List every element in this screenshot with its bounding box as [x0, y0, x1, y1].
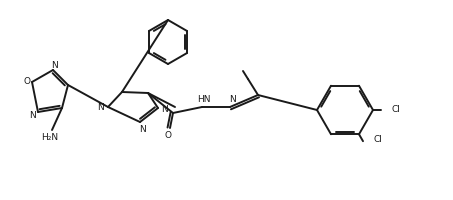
Text: N: N	[98, 104, 104, 112]
Text: N: N	[29, 110, 35, 119]
Text: H₂N: H₂N	[41, 134, 58, 142]
Text: N: N	[139, 126, 145, 134]
Text: Cl: Cl	[373, 135, 382, 144]
Text: N: N	[52, 60, 58, 70]
Text: Cl: Cl	[391, 106, 400, 114]
Text: N: N	[162, 104, 169, 114]
Text: HN: HN	[197, 96, 211, 104]
Text: N: N	[230, 96, 236, 104]
Text: O: O	[24, 77, 30, 86]
Text: O: O	[164, 130, 172, 140]
